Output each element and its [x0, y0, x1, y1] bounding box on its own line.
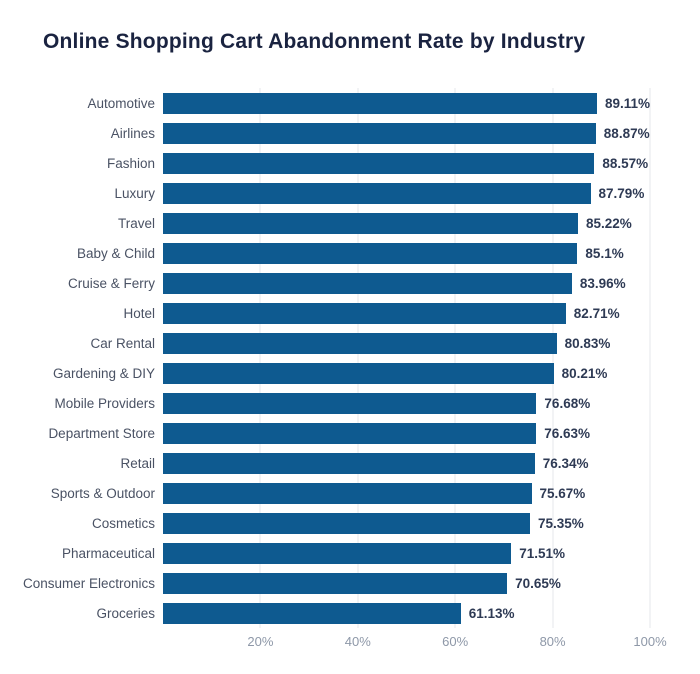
category-label: Pharmaceutical — [61, 545, 155, 561]
value-label: 87.79% — [598, 185, 645, 201]
bar-row: Airlines 88.87% — [111, 118, 650, 148]
bar — [163, 392, 537, 414]
value-label: 76.34% — [542, 455, 589, 471]
bar — [163, 182, 591, 204]
x-tick-label: 20% — [247, 634, 274, 649]
bar-row: Department Store 76.63% — [48, 418, 650, 448]
gridline — [552, 88, 554, 628]
bar — [163, 452, 535, 474]
bar-row: Cruise & Ferry 83.96% — [68, 268, 650, 298]
bar — [163, 242, 578, 264]
category-label: Fashion — [106, 155, 155, 171]
category-label: Hotel — [123, 305, 155, 321]
category-label: Airlines — [110, 125, 155, 141]
bar-row: Pharmaceutical 71.51% — [62, 538, 650, 568]
value-label: 82.71% — [573, 305, 620, 321]
plot-wrap: Automotive 89.11% Airlines 88.87% Fashio… — [23, 88, 667, 653]
bar — [163, 152, 595, 174]
value-label: 88.57% — [602, 155, 649, 171]
bar — [163, 602, 461, 624]
plot-area: Automotive 89.11% Airlines 88.87% Fashio… — [23, 88, 651, 628]
value-label: 75.35% — [537, 515, 584, 531]
category-label: Gardening & DIY — [52, 365, 155, 381]
chart-title: Online Shopping Cart Abandonment Rate by… — [43, 30, 586, 53]
bar — [163, 512, 530, 534]
category-label: Car Rental — [90, 335, 155, 351]
bar — [163, 482, 532, 504]
value-label: 70.65% — [515, 575, 561, 591]
bar-row: Car Rental 80.83% — [90, 328, 650, 358]
x-tick-label: 60% — [442, 634, 469, 649]
bar — [163, 362, 554, 384]
x-tick-label: 100% — [633, 634, 667, 649]
x-tick-label: 40% — [344, 634, 371, 649]
gridlines — [163, 88, 651, 628]
category-label: Mobile Providers — [54, 395, 155, 411]
category-label: Groceries — [96, 605, 155, 621]
bar-row: Gardening & DIY 80.21% — [53, 358, 650, 388]
value-label: 61.13% — [468, 605, 515, 621]
bar-row: Automotive 89.11% — [87, 88, 650, 118]
bar — [163, 212, 579, 234]
bar — [163, 332, 557, 354]
bar — [163, 272, 572, 294]
category-label: Baby & Child — [76, 245, 155, 261]
value-label: 85.22% — [586, 215, 632, 231]
bar-row: Travel 85.22% — [118, 208, 650, 238]
gridline — [454, 88, 456, 628]
value-label: 76.63% — [544, 425, 590, 441]
value-label: 85.1% — [585, 245, 624, 261]
bar — [163, 422, 537, 444]
category-label: Department Store — [48, 425, 155, 441]
category-label: Travel — [117, 215, 155, 231]
category-label: Consumer Electronics — [22, 575, 155, 591]
bar — [163, 92, 597, 114]
value-label: 76.68% — [544, 395, 591, 411]
value-label: 80.83% — [564, 335, 611, 351]
category-label: Luxury — [114, 185, 155, 201]
bar-row: Mobile Providers 76.68% — [54, 388, 650, 418]
bar — [163, 572, 508, 594]
bar-row: Groceries 61.13% — [96, 598, 650, 628]
bar-row: Hotel 82.71% — [123, 298, 650, 328]
value-label: 80.21% — [561, 365, 608, 381]
gridline — [357, 88, 359, 628]
bar-row: Retail 76.34% — [120, 448, 650, 478]
bar — [163, 542, 512, 564]
category-label: Sports & Outdoor — [50, 485, 155, 501]
value-label: 89.11% — [604, 95, 650, 111]
bar-row: Cosmetics 75.35% — [92, 508, 650, 538]
category-label: Cosmetics — [91, 515, 155, 531]
bar-row: Consumer Electronics 70.65% — [23, 568, 650, 598]
bar — [163, 122, 596, 144]
bar-row: Baby & Child 85.1% — [77, 238, 650, 268]
gridline — [259, 88, 261, 628]
category-label: Automotive — [87, 95, 155, 111]
category-label: Retail — [120, 455, 155, 471]
value-label: 88.87% — [603, 125, 650, 141]
bar — [163, 302, 566, 324]
category-label: Cruise & Ferry — [67, 275, 155, 291]
x-axis: 20% 40% 60% 80% 100% — [163, 631, 666, 653]
x-tick-label: 80% — [539, 634, 566, 649]
bar-row: Luxury 87.79% — [114, 178, 650, 208]
bar-row: Sports & Outdoor 75.67% — [51, 478, 650, 508]
gridline — [649, 88, 651, 628]
value-label: 75.67% — [539, 485, 586, 501]
value-label: 83.96% — [579, 275, 626, 291]
bar-row: Fashion 88.57% — [107, 148, 650, 178]
value-label: 71.51% — [519, 545, 566, 561]
